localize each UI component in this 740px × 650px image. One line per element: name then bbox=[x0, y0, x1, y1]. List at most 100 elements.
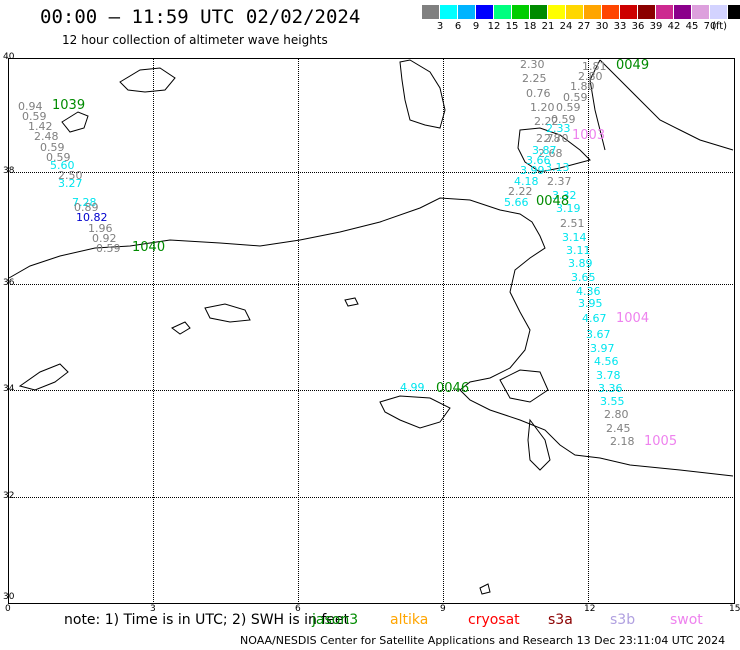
wave-height-value: 3.27 bbox=[58, 177, 83, 190]
footnote: note: 1) Time is in UTC; 2) SWH is in fe… bbox=[64, 612, 350, 628]
track-id-label: 0049 bbox=[616, 58, 650, 73]
credit-line: NOAA/NESDIS Center for Satellite Applica… bbox=[240, 634, 726, 647]
coastline-islet-3 bbox=[344, 297, 359, 307]
legend-label: 12 bbox=[487, 21, 501, 32]
wave-height-value: 3.55 bbox=[600, 395, 625, 408]
wave-height-value: 1.81 bbox=[582, 60, 607, 73]
track-id-label: 1039 bbox=[52, 98, 86, 113]
map-title: 00:00 – 11:59 UTC 02/02/2024 bbox=[40, 6, 361, 28]
coastline-italy bbox=[589, 59, 734, 151]
wave-height-value: 3.87 bbox=[532, 144, 557, 157]
wave-height-value: 0.59 bbox=[563, 91, 588, 104]
gridline-lat-32 bbox=[8, 497, 733, 498]
legend-swatch bbox=[422, 5, 440, 19]
latitude-label: 30 bbox=[3, 592, 15, 602]
coastline-sicily bbox=[517, 127, 591, 173]
coastline-islet-2 bbox=[204, 303, 251, 323]
wave-height-value: 0.92 bbox=[92, 232, 117, 245]
color-scale-legend bbox=[422, 5, 740, 19]
wave-height-value: 2.68 bbox=[538, 147, 563, 160]
legend-swatch bbox=[494, 5, 512, 19]
legend-swatch bbox=[584, 5, 602, 19]
legend-label: 70 bbox=[703, 21, 717, 32]
wave-height-value: 2.37 bbox=[547, 175, 572, 188]
gridline-lat-38 bbox=[8, 172, 733, 173]
track-id-label: 0048 bbox=[536, 194, 570, 209]
legend-label: 45 bbox=[685, 21, 699, 32]
legend-swatch bbox=[602, 5, 620, 19]
latitude-label: 38 bbox=[3, 166, 15, 176]
wave-height-value: 1.20 bbox=[530, 101, 555, 114]
satellite-legend-item: jason3 bbox=[312, 612, 359, 628]
legend-label: 24 bbox=[559, 21, 573, 32]
wave-height-value: 3.19 bbox=[556, 202, 581, 215]
gridline-lat-34 bbox=[8, 390, 733, 391]
legend-swatch bbox=[638, 5, 656, 19]
wave-height-value: 1.42 bbox=[28, 120, 53, 133]
wave-height-value: 2.30 bbox=[520, 58, 545, 71]
wave-height-value: 2.51 bbox=[560, 217, 585, 230]
coastline-sardinia bbox=[399, 59, 446, 129]
coastline-majorca bbox=[119, 67, 176, 93]
wave-height-value: 0.59 bbox=[551, 113, 576, 126]
wave-height-value: 3.97 bbox=[590, 342, 615, 355]
legend-unit: (ft) bbox=[712, 21, 728, 32]
wave-height-value: 0.59 bbox=[46, 151, 71, 164]
coastline-north-africa bbox=[8, 197, 734, 477]
legend-label: 42 bbox=[667, 21, 681, 32]
legend-swatch bbox=[620, 5, 638, 19]
wave-height-value: 0.59 bbox=[40, 141, 65, 154]
coastline-islet-1 bbox=[171, 321, 191, 335]
legend-label: 39 bbox=[649, 21, 663, 32]
longitude-label: 3 bbox=[150, 604, 156, 614]
wave-height-value: 2.33 bbox=[546, 122, 571, 135]
longitude-label: 6 bbox=[295, 604, 301, 614]
gridline-lat-36 bbox=[8, 284, 733, 285]
wave-height-value: 3.65 bbox=[571, 271, 596, 284]
legend-swatch bbox=[566, 5, 584, 19]
wave-height-value: 4.56 bbox=[594, 355, 619, 368]
wave-height-value: 2.78 bbox=[536, 132, 561, 145]
satellite-legend-item: altika bbox=[390, 612, 429, 628]
latitude-label: 36 bbox=[3, 278, 15, 288]
legend-label: 6 bbox=[454, 21, 462, 32]
legend-swatch bbox=[728, 5, 740, 19]
legend-label: 9 bbox=[472, 21, 480, 32]
coastline-menorca bbox=[61, 111, 89, 133]
legend-label: 18 bbox=[523, 21, 537, 32]
wave-height-value: 2.70 bbox=[544, 132, 569, 145]
legend-swatch bbox=[512, 5, 530, 19]
longitude-label: 9 bbox=[440, 604, 446, 614]
gridline-lon-6 bbox=[298, 58, 299, 602]
wave-height-value: 3.95 bbox=[578, 297, 603, 310]
legend-swatch bbox=[674, 5, 692, 19]
wave-height-value: 4.99 bbox=[400, 381, 425, 394]
longitude-label: 12 bbox=[584, 604, 596, 614]
legend-swatch bbox=[530, 5, 548, 19]
legend-label: 27 bbox=[577, 21, 591, 32]
map-frame bbox=[8, 58, 735, 604]
wave-height-value: 2.45 bbox=[606, 422, 631, 435]
wave-height-value: 0.76 bbox=[526, 87, 551, 100]
legend-label: 15 bbox=[505, 21, 519, 32]
wave-height-value: 0.89 bbox=[74, 201, 99, 214]
legend-swatch bbox=[476, 5, 494, 19]
wave-height-value: 4.67 bbox=[582, 312, 607, 325]
track-id-label: 1040 bbox=[132, 240, 166, 255]
satellite-legend-item: cryosat bbox=[468, 612, 520, 628]
wave-height-value: 3.67 bbox=[586, 328, 611, 341]
legend-swatch bbox=[548, 5, 566, 19]
track-id-label: 0046 bbox=[436, 381, 470, 396]
legend-label: 21 bbox=[541, 21, 555, 32]
wave-height-value: 3.78 bbox=[596, 369, 621, 382]
satellite-legend-item: swot bbox=[670, 612, 703, 628]
wave-height-value: 2.22 bbox=[508, 185, 533, 198]
latitude-label: 32 bbox=[3, 491, 15, 501]
satellite-legend-item: s3a bbox=[548, 612, 573, 628]
legend-swatch bbox=[710, 5, 728, 19]
legend-swatch bbox=[458, 5, 476, 19]
wave-height-value: 2.18 bbox=[610, 435, 635, 448]
wave-height-value: 2.48 bbox=[34, 130, 59, 143]
